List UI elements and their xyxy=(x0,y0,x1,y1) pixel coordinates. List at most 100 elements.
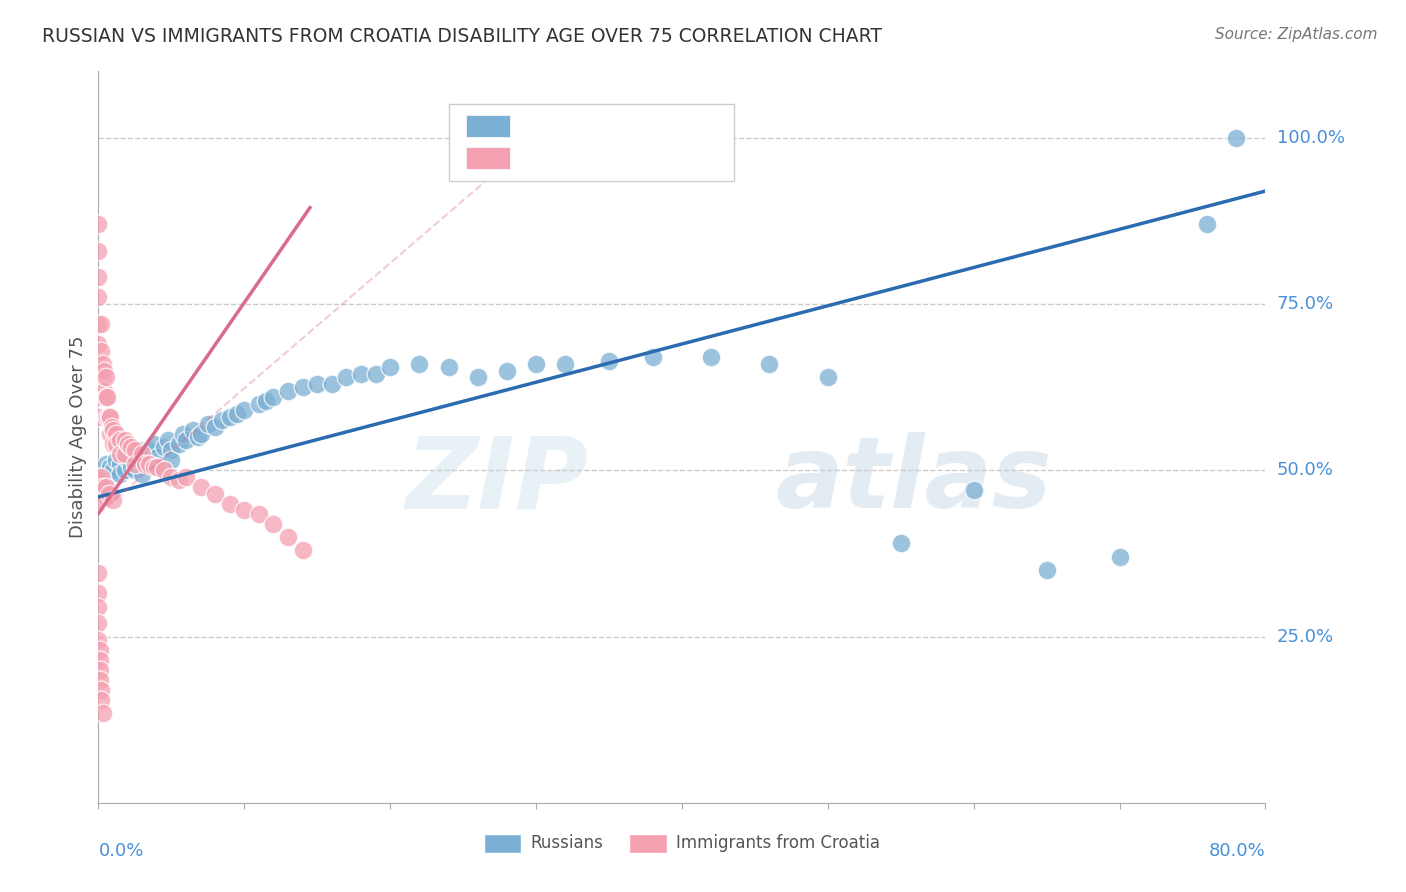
Point xyxy=(87,270,110,285)
Point xyxy=(87,290,110,304)
Point xyxy=(962,483,984,498)
Point xyxy=(153,440,176,454)
Point xyxy=(641,351,664,365)
Point xyxy=(114,450,136,464)
Point xyxy=(90,470,112,484)
Point xyxy=(98,426,121,441)
Point xyxy=(437,360,460,375)
Point xyxy=(247,397,270,411)
Point xyxy=(153,463,176,477)
Point xyxy=(160,443,183,458)
FancyBboxPatch shape xyxy=(484,833,520,853)
Point xyxy=(291,543,314,558)
Point xyxy=(817,370,839,384)
Point xyxy=(110,434,132,448)
Point xyxy=(87,486,110,500)
Point xyxy=(380,360,402,375)
Point xyxy=(89,653,111,667)
Text: 75.0%: 75.0% xyxy=(1277,295,1334,313)
Point xyxy=(97,410,120,425)
Point xyxy=(87,370,110,384)
Point xyxy=(174,470,197,484)
Point xyxy=(90,692,112,706)
Point xyxy=(254,393,277,408)
Point xyxy=(110,457,132,471)
Point xyxy=(94,457,117,471)
Point xyxy=(204,486,226,500)
Point xyxy=(233,503,256,517)
Point xyxy=(211,413,233,427)
Point xyxy=(1195,217,1218,231)
Point xyxy=(87,566,110,581)
Point xyxy=(167,473,190,487)
Point xyxy=(101,463,124,477)
Text: 80.0%: 80.0% xyxy=(1209,842,1265,860)
Text: 25.0%: 25.0% xyxy=(1277,628,1334,646)
Point xyxy=(94,480,117,494)
Point xyxy=(128,443,150,458)
Text: ZIP: ZIP xyxy=(405,433,589,530)
Point xyxy=(124,463,146,477)
Point xyxy=(104,453,127,467)
Point xyxy=(190,480,212,494)
Point xyxy=(142,436,165,450)
FancyBboxPatch shape xyxy=(465,146,510,169)
Point xyxy=(87,632,110,647)
Point xyxy=(146,450,169,464)
FancyBboxPatch shape xyxy=(449,104,734,181)
Point xyxy=(262,390,284,404)
Point xyxy=(204,420,226,434)
Point xyxy=(134,447,156,461)
Point xyxy=(890,536,912,550)
Point xyxy=(110,447,132,461)
Point xyxy=(117,453,139,467)
Point xyxy=(104,436,127,450)
Point xyxy=(114,434,136,448)
Point xyxy=(124,450,146,464)
Point xyxy=(124,443,146,458)
Point xyxy=(89,663,111,677)
Point xyxy=(87,390,110,404)
Point xyxy=(172,426,194,441)
Point xyxy=(218,497,240,511)
Point xyxy=(117,436,139,450)
Point xyxy=(87,480,110,494)
Point xyxy=(138,457,160,471)
Point xyxy=(120,440,142,454)
Text: 0.0%: 0.0% xyxy=(98,842,143,860)
Text: Immigrants from Croatia: Immigrants from Croatia xyxy=(676,834,880,852)
Text: 50.0%: 50.0% xyxy=(1277,461,1333,479)
Point xyxy=(307,376,329,391)
Point xyxy=(90,682,112,697)
FancyBboxPatch shape xyxy=(630,833,666,853)
Point xyxy=(101,424,124,438)
Text: RUSSIAN VS IMMIGRANTS FROM CROATIA DISABILITY AGE OVER 75 CORRELATION CHART: RUSSIAN VS IMMIGRANTS FROM CROATIA DISAB… xyxy=(42,27,882,45)
Point xyxy=(131,447,153,461)
Point xyxy=(350,367,373,381)
Point xyxy=(160,453,183,467)
Point xyxy=(157,434,180,448)
Point xyxy=(87,599,110,614)
Point xyxy=(90,343,112,358)
Point xyxy=(598,353,620,368)
Point xyxy=(87,217,110,231)
Point xyxy=(190,426,212,441)
Point xyxy=(94,390,117,404)
Text: R = 0.306    N = 74: R = 0.306 N = 74 xyxy=(522,149,699,167)
Point xyxy=(291,380,314,394)
Point xyxy=(554,357,576,371)
Point xyxy=(98,410,121,425)
Point xyxy=(160,470,183,484)
Point xyxy=(167,436,190,450)
Point xyxy=(138,443,160,458)
Point xyxy=(93,384,115,398)
Point xyxy=(101,493,124,508)
Point xyxy=(364,367,387,381)
Point xyxy=(87,244,110,258)
Point xyxy=(758,357,780,371)
Point xyxy=(87,493,110,508)
Point xyxy=(174,434,197,448)
Point xyxy=(100,420,122,434)
Point xyxy=(94,470,117,484)
Y-axis label: Disability Age Over 75: Disability Age Over 75 xyxy=(69,335,87,539)
